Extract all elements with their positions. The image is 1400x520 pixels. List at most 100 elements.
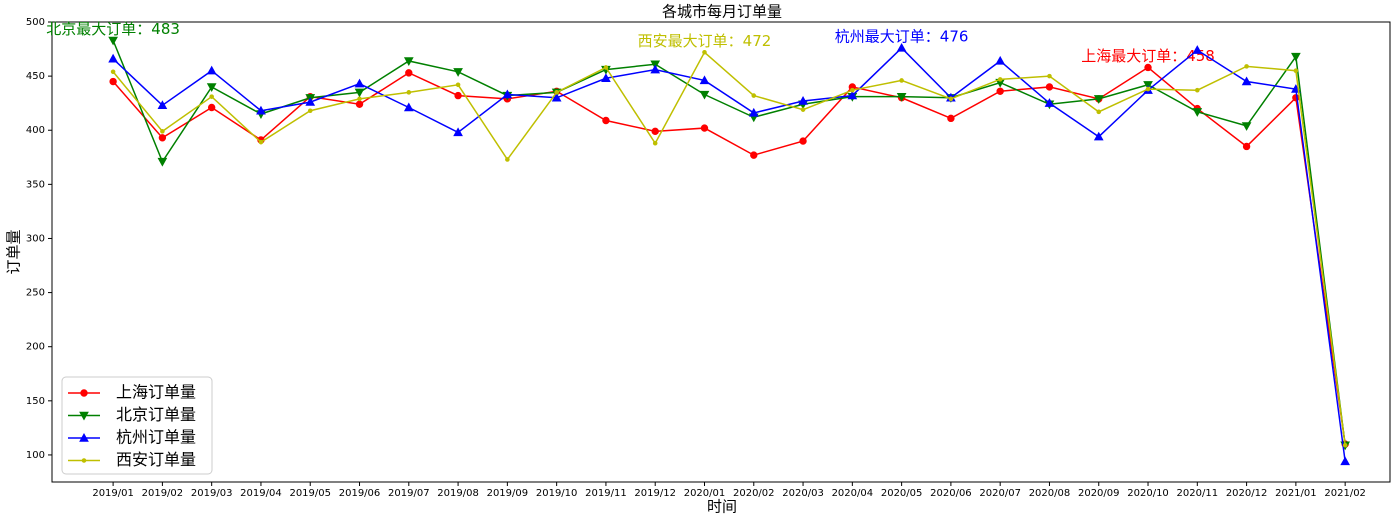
marker bbox=[307, 108, 313, 114]
marker bbox=[997, 77, 1003, 82]
marker bbox=[1244, 64, 1249, 69]
marker bbox=[157, 100, 168, 110]
legend-label: 北京订单量 bbox=[116, 405, 196, 424]
x-tick-label: 2020/07 bbox=[979, 488, 1021, 499]
series-line bbox=[112, 51, 1346, 446]
x-axis-label: 时间 bbox=[707, 498, 737, 516]
marker bbox=[748, 107, 759, 117]
marker bbox=[403, 57, 414, 66]
marker bbox=[699, 90, 710, 100]
marker bbox=[109, 77, 117, 86]
series-line bbox=[112, 40, 1346, 446]
y-tick-label: 150 bbox=[26, 396, 45, 407]
annotation: 杭州最大订单：476 bbox=[835, 27, 969, 45]
marker bbox=[1144, 63, 1152, 72]
marker bbox=[405, 69, 413, 77]
marker bbox=[1044, 98, 1055, 107]
x-tick-label: 2021/02 bbox=[1324, 488, 1366, 499]
marker bbox=[79, 432, 89, 442]
marker bbox=[947, 114, 955, 123]
marker bbox=[847, 90, 858, 100]
marker bbox=[209, 94, 214, 99]
marker bbox=[403, 102, 414, 112]
x-tick-label: 2019/04 bbox=[240, 488, 282, 499]
legend-label: 杭州订单量 bbox=[116, 428, 196, 447]
x-tick-label: 2019/10 bbox=[536, 488, 578, 499]
marker bbox=[81, 458, 87, 463]
marker bbox=[1045, 83, 1054, 91]
marker bbox=[207, 103, 216, 112]
y-tick-label: 100 bbox=[26, 450, 45, 461]
x-tick-label: 2019/06 bbox=[339, 488, 381, 499]
marker bbox=[305, 97, 316, 106]
marker bbox=[1192, 45, 1203, 54]
series-line bbox=[112, 66, 1346, 445]
x-tick-label: 2020/01 bbox=[684, 488, 726, 499]
marker bbox=[1342, 442, 1348, 448]
marker bbox=[158, 134, 167, 142]
marker bbox=[454, 91, 462, 100]
marker bbox=[948, 96, 954, 102]
marker bbox=[1292, 94, 1300, 102]
legend-box bbox=[61, 376, 213, 475]
marker bbox=[1093, 131, 1104, 141]
marker bbox=[700, 124, 709, 132]
series-line bbox=[112, 46, 1346, 462]
marker bbox=[650, 64, 661, 74]
marker bbox=[554, 90, 559, 95]
marker bbox=[502, 89, 513, 99]
marker bbox=[357, 96, 362, 102]
x-tick-label: 2019/01 bbox=[92, 488, 134, 499]
marker bbox=[157, 157, 168, 167]
marker bbox=[798, 95, 808, 105]
marker bbox=[256, 105, 266, 115]
marker bbox=[79, 411, 89, 421]
annotation: 西安最大订单：472 bbox=[638, 32, 772, 50]
marker bbox=[258, 139, 264, 145]
marker bbox=[799, 137, 807, 145]
marker bbox=[995, 55, 1006, 65]
y-axis-label: 订单量 bbox=[5, 229, 23, 274]
y-tick-label: 500 bbox=[26, 17, 45, 28]
x-tick-label: 2020/04 bbox=[832, 488, 874, 499]
marker bbox=[108, 53, 118, 63]
x-tick-label: 2020/03 bbox=[782, 488, 824, 499]
x-tick-label: 2019/12 bbox=[634, 488, 676, 499]
marker bbox=[1340, 456, 1351, 466]
x-tick-label: 2021/01 bbox=[1275, 488, 1317, 499]
x-tick-label: 2020/08 bbox=[1029, 488, 1071, 499]
x-tick-label: 2019/11 bbox=[585, 488, 627, 499]
marker bbox=[899, 78, 904, 83]
marker bbox=[206, 83, 217, 92]
x-tick-label: 2019/08 bbox=[437, 488, 479, 499]
x-tick-label: 2019/09 bbox=[487, 488, 529, 499]
marker bbox=[1293, 68, 1299, 74]
y-tick-label: 200 bbox=[26, 342, 45, 353]
x-tick-label: 2020/05 bbox=[881, 488, 923, 499]
x-tick-label: 2020/09 bbox=[1078, 488, 1120, 499]
marker bbox=[354, 78, 365, 88]
x-tick-label: 2020/11 bbox=[1177, 488, 1219, 499]
marker bbox=[453, 68, 463, 77]
marker bbox=[699, 75, 710, 85]
marker bbox=[1241, 122, 1252, 131]
marker bbox=[750, 151, 758, 159]
x-tick-label: 2020/02 bbox=[733, 488, 775, 499]
marker bbox=[602, 116, 610, 125]
marker bbox=[702, 50, 707, 55]
marker bbox=[406, 90, 412, 95]
marker bbox=[1241, 76, 1252, 86]
y-tick-label: 400 bbox=[26, 125, 45, 136]
x-tick-label: 2020/06 bbox=[930, 488, 972, 499]
marker bbox=[108, 36, 118, 46]
y-tick-label: 300 bbox=[26, 233, 45, 244]
marker bbox=[896, 42, 907, 52]
marker bbox=[1093, 95, 1104, 104]
marker bbox=[160, 129, 165, 134]
legend-label: 西安订单量 bbox=[116, 450, 196, 469]
marker bbox=[850, 87, 855, 93]
x-tick-label: 2019/05 bbox=[289, 488, 331, 499]
marker bbox=[1242, 142, 1251, 151]
legend-label: 上海订单量 bbox=[116, 383, 196, 402]
